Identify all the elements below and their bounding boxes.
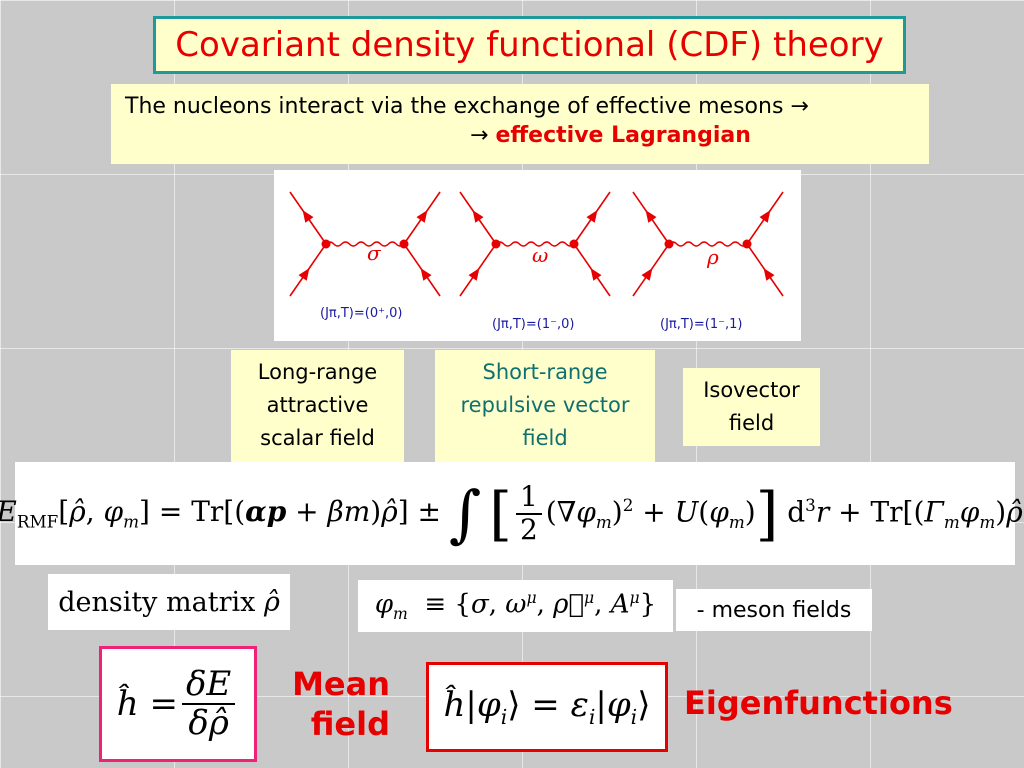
mean-field-line-1: Mean — [292, 665, 390, 703]
omega-arrow-lower-right — [590, 268, 602, 281]
rho-vertex-left — [664, 239, 674, 249]
rho-arrow-lower-right — [763, 268, 775, 281]
meson-fields-label: - meson fields — [676, 589, 872, 631]
sigma-vertex-left — [321, 239, 331, 249]
intro-arrow: → — [470, 123, 489, 148]
title-text: Covariant density functional (CDF) theor… — [175, 25, 884, 65]
rho-arrow-upper-right — [759, 210, 771, 223]
rho-desc-line-1: Isovector — [703, 378, 800, 402]
density-matrix-text: density matrix — [58, 586, 256, 618]
diagram-group — [289, 191, 784, 297]
feynman-diagram-svg: σ ω ρ (Jπ,T)=(0⁺,0) (Jπ,T)=(1⁻,0) (Jπ,T)… — [289, 191, 784, 332]
rho-description: Isovector field — [683, 368, 820, 446]
sigma-description: Long-range attractive scalar field — [231, 350, 404, 462]
sigma-meson-propagator — [325, 241, 405, 247]
intro-line-2: → effective Lagrangian — [125, 123, 915, 148]
omega-meson-propagator — [495, 241, 575, 247]
eigenfunctions-label: Eigenfunctions — [684, 684, 953, 722]
omega-arrow-upper-right — [586, 210, 598, 223]
sigma-arrow-upper-right — [416, 210, 428, 223]
omega-vertex-right — [569, 239, 579, 249]
omega-arrow-lower-left — [468, 268, 480, 281]
mean-field-line-2: field — [310, 705, 390, 743]
omega-symbol: ω — [532, 243, 548, 267]
rho-vertex-right — [742, 239, 752, 249]
sigma-desc-line-3: scalar field — [260, 426, 375, 450]
rho-symbol: ρ — [706, 245, 719, 269]
intro-box: The nucleons interact via the exchange o… — [111, 84, 929, 164]
feynman-diagrams: σ ω ρ (Jπ,T)=(0⁺,0) (Jπ,T)=(1⁻,0) (Jπ,T)… — [274, 170, 801, 341]
omega-quantum-label: (Jπ,T)=(1⁻,0) — [492, 317, 574, 332]
omega-vertex-left — [491, 239, 501, 249]
meson-fields-text: - meson fields — [696, 597, 852, 623]
rho-arrow-lower-left — [641, 268, 653, 281]
sigma-symbol: σ — [367, 241, 382, 265]
sigma-desc-line-1: Long-range — [257, 360, 378, 384]
eigenfunctions-text: Eigenfunctions — [684, 684, 953, 722]
page-title: Covariant density functional (CDF) theor… — [153, 16, 906, 74]
omega-arrow-upper-left — [472, 210, 484, 223]
omega-desc-line-1: Short-range — [482, 360, 608, 384]
density-matrix-box: density matrix ρ̂ — [48, 574, 290, 630]
omega-desc-line-2: repulsive vector — [460, 393, 630, 417]
mean-field-hamiltonian-box: ĥ = δE δρ̂ — [99, 646, 257, 762]
omega-desc-line-3: field — [522, 426, 568, 450]
sigma-arrow-lower-right — [420, 268, 432, 281]
mean-field-label: Mean field — [262, 664, 390, 744]
rho-arrow-upper-left — [645, 210, 657, 223]
sigma-desc-line-2: attractive — [266, 393, 369, 417]
omega-description: Short-range repulsive vector field — [435, 350, 655, 462]
intro-line-1: The nucleons interact via the exchange o… — [125, 94, 809, 119]
eigenvalue-equation-box: ĥ|φi⟩ = εi|φi⟩ — [426, 662, 668, 752]
sigma-arrow-upper-left — [302, 210, 314, 223]
rho-meson-propagator — [668, 241, 748, 247]
meson-fields-equation: φm ≡ {σ, ωμ, ρ⃗μ, Aμ} — [358, 580, 673, 632]
sigma-quantum-label: (Jπ,T)=(0⁺,0) — [320, 306, 402, 321]
rho-quantum-label: (Jπ,T)=(1⁻,1) — [660, 317, 742, 332]
effective-lagrangian-text: effective Lagrangian — [495, 123, 751, 148]
sigma-vertex-right — [399, 239, 409, 249]
sigma-arrow-lower-left — [298, 268, 310, 281]
energy-functional-equation: ERMF[ρ̂, φm] = Tr[(αp + βm)ρ̂] ± ∫ [ 12 … — [0, 462, 1024, 565]
rho-desc-line-2: field — [728, 411, 775, 435]
